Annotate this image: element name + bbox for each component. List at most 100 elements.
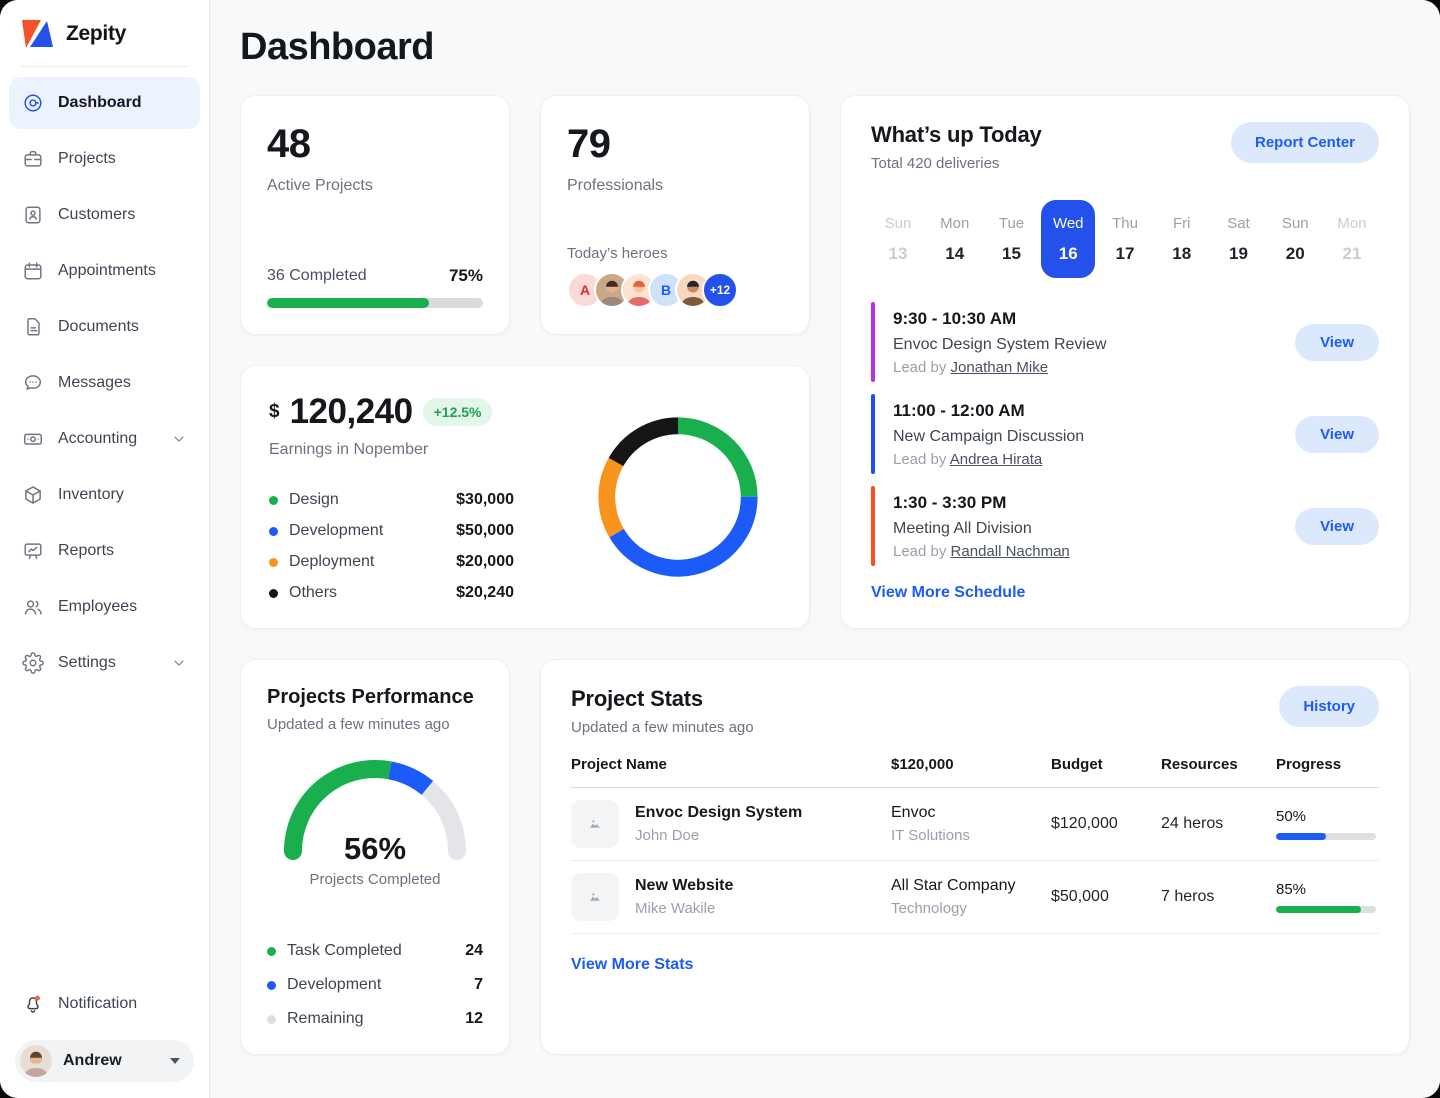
report-center-button[interactable]: Report Center [1230, 122, 1379, 163]
sidebar-item-messages[interactable]: Messages [9, 357, 200, 409]
view-more-stats-link[interactable]: View More Stats [571, 956, 694, 973]
project-owner: John Doe [635, 827, 700, 844]
earnings-subtitle: Earnings in Nopember [269, 441, 429, 458]
whats-up-subtitle: Total 420 deliveries [871, 155, 1000, 172]
sidebar-item-accounting[interactable]: Accounting [9, 413, 200, 465]
table-header-row: Project Name $120,000 Budget Resources P… [571, 756, 1379, 788]
sidebar-item-notification[interactable]: Notification [9, 978, 200, 1030]
sidebar-item-label: Messages [58, 374, 131, 391]
sidebar-item-label: Inventory [58, 486, 124, 503]
event-accent-bar [871, 486, 875, 566]
cube-icon [25, 486, 41, 504]
performance-gauge-chart: 56% [275, 749, 475, 866]
week-day-sun-13[interactable]: Sun 13 [884, 214, 912, 263]
app-logo[interactable]: Zepity [0, 0, 209, 66]
earnings-card: $ 120,240 +12.5% Earnings in Nopember De… [240, 365, 810, 629]
col-progress: Progress [1276, 756, 1342, 773]
project-owner: Mike Wakile [635, 900, 716, 917]
active-projects-card: 48 Active Projects 36 Completed 75% [240, 95, 510, 335]
event-accent-bar [871, 302, 875, 382]
week-day-fri-18[interactable]: Fri 18 [1172, 214, 1192, 263]
sidebar-item-employees[interactable]: Employees [9, 581, 200, 633]
legend-value: $50,000 [456, 522, 514, 539]
project-thumbnail [571, 800, 619, 848]
legend-value: $30,000 [456, 491, 514, 508]
sidebar-item-settings[interactable]: Settings [9, 637, 200, 689]
hero-avatar-more-badge[interactable]: +12 [702, 272, 738, 308]
page-title: Dashboard [240, 26, 434, 68]
legend-dot [269, 557, 278, 567]
event-view-button[interactable]: View [1295, 415, 1379, 453]
app-name: Zepity [66, 22, 127, 45]
legend-label: Others [289, 584, 338, 601]
project-row[interactable]: New Website Mike Wakile All Star Company… [571, 861, 1379, 934]
view-more-schedule-link[interactable]: View More Schedule [871, 584, 1026, 601]
sidebar-item-appointments[interactable]: Appointments [9, 245, 200, 297]
event-lead: Lead by Randall Nachman [893, 542, 1070, 560]
zepity-logo-icon [22, 20, 53, 48]
project-row[interactable]: Envoc Design System John Doe Envoc IT So… [571, 788, 1379, 861]
sidebar-item-reports[interactable]: Reports [9, 525, 200, 577]
project-stats-subtitle: Updated a few minutes ago [571, 719, 754, 736]
legend-item: Development $50,000 [269, 522, 514, 540]
legend-label: Deployment [289, 553, 375, 570]
week-day-thu-17[interactable]: Thu 17 [1112, 214, 1138, 263]
legend-item: Task Completed 24 [267, 942, 483, 960]
event-time: 11:00 - 12:00 AM [893, 400, 1025, 420]
earnings-donut-chart [575, 392, 781, 602]
gear-icon [22, 652, 44, 674]
user-menu[interactable]: Andrew [15, 1040, 194, 1082]
active-projects-progress [267, 298, 483, 308]
legend-dot [269, 588, 278, 598]
legend-dot [267, 1014, 276, 1024]
sidebar-item-label: Projects [58, 150, 116, 167]
legend-value: $20,240 [456, 584, 514, 601]
sidebar-item-customers[interactable]: Customers [9, 189, 200, 241]
event-lead-link[interactable]: Jonathan Mike [950, 358, 1049, 376]
legend-value: 24 [465, 942, 483, 959]
sidebar-item-inventory[interactable]: Inventory [9, 469, 200, 521]
event-lead-link[interactable]: Randall Nachman [950, 542, 1070, 560]
week-day-wed-16[interactable]: Wed 16 [1041, 200, 1096, 278]
legend-value: 7 [474, 976, 483, 993]
sidebar-item-label: Reports [58, 542, 115, 559]
sidebar-item-label: Appointments [58, 262, 156, 279]
legend-dot [269, 495, 278, 505]
sidebar-item-label: Documents [58, 318, 139, 335]
week-day-mon-14[interactable]: Mon 14 [940, 214, 970, 263]
image-placeholder-icon [590, 820, 600, 828]
week-day-tue-15[interactable]: Tue 15 [998, 214, 1025, 263]
event-lead-link[interactable]: Andrea Hirata [949, 450, 1043, 468]
client-type: Technology [891, 900, 967, 917]
chevron-down-icon [174, 660, 184, 666]
sidebar-item-dashboard[interactable]: Dashboard [9, 77, 200, 129]
week-day-sun-20[interactable]: Sun 20 [1281, 214, 1309, 263]
history-button[interactable]: History [1279, 686, 1379, 727]
legend-label: Development [289, 522, 384, 539]
earnings-legend: Design $30,000 Development $50,000 Deplo… [269, 491, 514, 602]
sidebar-item-documents[interactable]: Documents [9, 301, 200, 353]
main-content: Dashboard 48 Active Projects 36 Complete… [210, 0, 1440, 1098]
project-name: New Website [635, 877, 734, 894]
project-resources: 7 heros [1161, 888, 1215, 905]
image-placeholder-icon [590, 893, 600, 901]
event-view-button[interactable]: View [1295, 323, 1379, 361]
col-budget: Budget [1051, 756, 1103, 773]
active-projects-progress-fill [267, 298, 429, 308]
active-projects-label: Active Projects [267, 177, 373, 194]
week-day-mon-21[interactable]: Mon 21 [1337, 214, 1367, 263]
legend-item: Development 7 [267, 976, 483, 994]
client-name: Envoc [891, 804, 936, 821]
sidebar-item-projects[interactable]: Projects [9, 133, 200, 185]
progress-bar [1276, 833, 1376, 840]
event-lead: Lead by Andrea Hirata [893, 450, 1043, 468]
professionals-value: 79 [567, 122, 611, 166]
gauge-center-value: 56% [343, 831, 407, 866]
week-day-sat-19[interactable]: Sat 19 [1227, 214, 1250, 263]
legend-item: Design $30,000 [269, 491, 514, 509]
completed-text: 36 Completed [267, 267, 367, 284]
event-view-button[interactable]: View [1295, 507, 1379, 545]
chevron-down-icon [170, 1058, 180, 1064]
users-icon [24, 600, 42, 615]
